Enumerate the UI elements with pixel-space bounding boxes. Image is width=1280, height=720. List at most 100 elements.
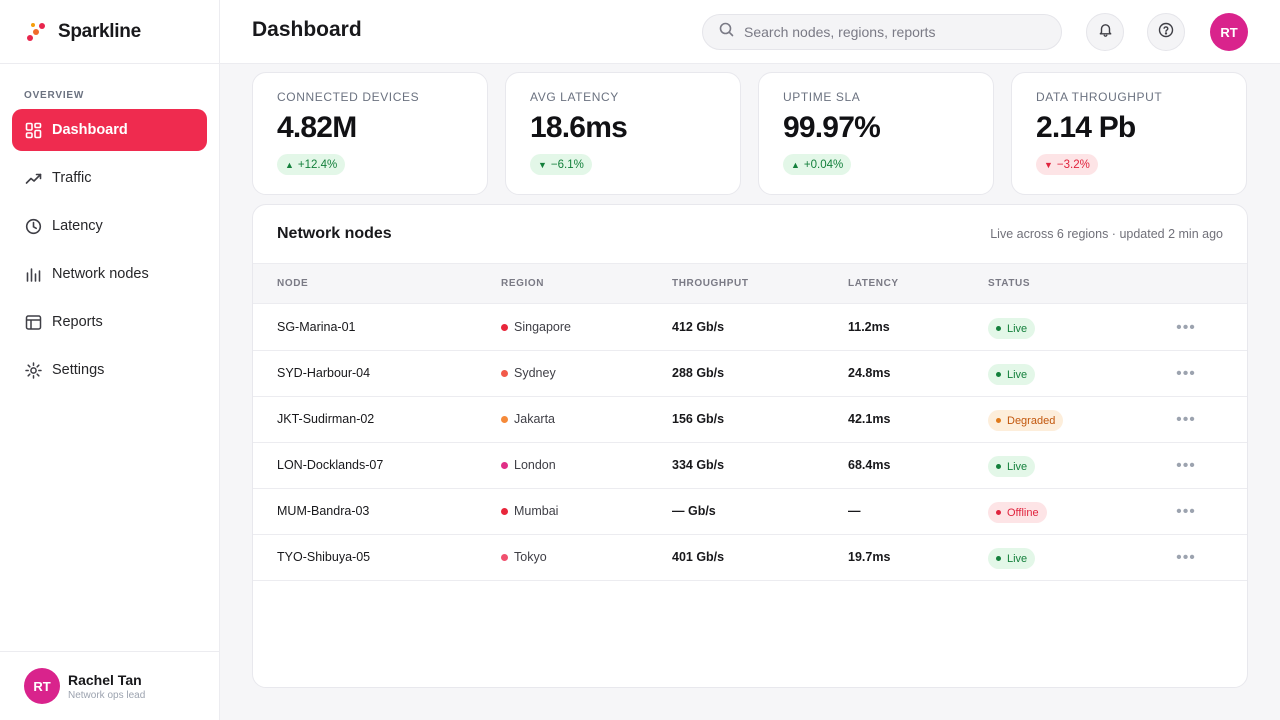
node-name: LON-Docklands-07: [277, 458, 384, 472]
kpi-card-data-throughput: DATA THROUGHPUT 2.14 Pb ▼ −3.2%: [1011, 72, 1247, 195]
table-title: Network nodes: [277, 225, 392, 242]
brand[interactable]: Sparkline: [0, 0, 219, 64]
more-options-icon[interactable]: •••: [1176, 411, 1196, 428]
sidebar-item-network-nodes[interactable]: Network nodes: [12, 253, 207, 295]
sidebar: Sparkline OVERVIEW Dashboard Traf: [0, 0, 220, 720]
avatar: RT: [24, 668, 60, 704]
table-row[interactable]: SYD-Harbour-04 Sydney 288 Gb/s 24.8ms Live ••…: [253, 351, 1247, 397]
arrow-up-icon: ▲: [791, 159, 800, 170]
status-label: Live: [1007, 322, 1028, 335]
kpi-value: 18.6ms: [530, 111, 628, 144]
region-dot-icon: [501, 461, 508, 469]
throughput-value: 288 Gb/s: [672, 366, 725, 380]
region-name: Mumbai: [514, 504, 559, 518]
region-name: Singapore: [514, 320, 571, 334]
status-label: Live: [1007, 552, 1028, 565]
notifications-button[interactable]: [1086, 13, 1124, 51]
region-dot-icon: [501, 323, 508, 331]
trend-line-icon: [24, 169, 42, 187]
region-name: Jakarta: [514, 412, 555, 426]
status-badge: Degraded: [988, 410, 1064, 431]
region-cell: Sydney: [501, 366, 556, 380]
region-cell: Mumbai: [501, 504, 558, 518]
kpi-delta-badge: ▲ +12.4%: [277, 154, 346, 175]
node-name: TYO-Shibuya-05: [277, 550, 371, 564]
status-badge: Live: [988, 364, 1036, 385]
status-badge: Live: [988, 548, 1036, 569]
column-header-throughput[interactable]: THROUGHPUT: [672, 278, 749, 289]
node-name: SYD-Harbour-04: [277, 366, 371, 380]
help-button[interactable]: [1147, 13, 1185, 51]
table-row[interactable]: SG-Marina-01 Singapore 412 Gb/s 11.2ms Live •…: [253, 305, 1247, 351]
table-row[interactable]: TYO-Shibuya-05 Tokyo 401 Gb/s 19.7ms Live •••: [253, 535, 1247, 581]
more-options-icon[interactable]: •••: [1176, 319, 1196, 336]
kpi-delta-value: +12.4%: [297, 158, 338, 171]
region-dot-icon: [501, 415, 508, 423]
column-header-status[interactable]: STATUS: [988, 278, 1031, 289]
latency-value: 68.4ms: [848, 458, 891, 472]
kpi-delta-badge: ▼ −3.2%: [1036, 154, 1098, 175]
sidebar-item-label: Settings: [52, 362, 105, 378]
throughput-value: 156 Gb/s: [672, 412, 725, 426]
more-options-icon[interactable]: •••: [1176, 549, 1196, 566]
bars-icon: [24, 265, 42, 283]
table-header: NODE REGION THROUGHPUT LATENCY STATUS: [253, 263, 1247, 304]
region-cell: Singapore: [501, 320, 571, 334]
column-header-latency[interactable]: LATENCY: [848, 278, 899, 289]
status-badge: Live: [988, 456, 1036, 477]
arrow-down-icon: ▼: [538, 159, 547, 170]
sidebar-item-label: Network nodes: [52, 266, 149, 282]
column-header-node[interactable]: NODE: [277, 278, 309, 289]
region-dot-icon: [501, 507, 508, 515]
sidebar-item-label: Dashboard: [52, 122, 128, 138]
search-icon: [719, 22, 734, 42]
sidebar-item-label: Traffic: [52, 170, 92, 186]
nav-section-label: OVERVIEW: [24, 90, 85, 101]
sidebar-user[interactable]: RT Rachel Tan Network ops lead: [0, 651, 219, 720]
kpi-card-avg-latency: AVG LATENCY 18.6ms ▼ −6.1%: [505, 72, 741, 195]
more-options-icon[interactable]: •••: [1176, 365, 1196, 382]
kpi-delta-badge: ▲ +0.04%: [783, 154, 852, 175]
status-label: Offline: [1007, 506, 1039, 519]
more-options-icon[interactable]: •••: [1176, 457, 1196, 474]
sidebar-item-latency[interactable]: Latency: [12, 205, 207, 247]
kpi-label: DATA THROUGHPUT: [1036, 90, 1163, 104]
status-dot-icon: [996, 464, 1001, 469]
search-box[interactable]: [702, 14, 1062, 50]
status-dot-icon: [996, 510, 1001, 515]
region-name: Sydney: [514, 366, 556, 380]
status-label: Live: [1007, 460, 1028, 473]
search-input[interactable]: [744, 24, 1044, 40]
gear-icon: [24, 361, 42, 379]
arrow-up-icon: ▲: [285, 159, 294, 170]
grid-icon: [24, 121, 42, 139]
status-dot-icon: [996, 326, 1001, 331]
top-header: Dashboard RT: [220, 0, 1280, 64]
kpi-label: AVG LATENCY: [530, 90, 619, 104]
node-name: MUM-Bandra-03: [277, 504, 370, 518]
sidebar-item-reports[interactable]: Reports: [12, 301, 207, 343]
clock-icon: [24, 217, 42, 235]
region-name: Tokyo: [514, 550, 547, 564]
table-row[interactable]: MUM-Bandra-03 Mumbai — Gb/s — Offline •••: [253, 489, 1247, 535]
column-header-region[interactable]: REGION: [501, 278, 545, 289]
region-cell: Tokyo: [501, 550, 547, 564]
status-label: Degraded: [1007, 414, 1056, 427]
status-badge: Live: [988, 318, 1036, 339]
table-subtitle: Live across 6 regions · updated 2 min ag…: [990, 227, 1223, 241]
sidebar-item-label: Latency: [52, 218, 103, 234]
sidebar-item-dashboard[interactable]: Dashboard: [12, 109, 207, 151]
sidebar-item-settings[interactable]: Settings: [12, 349, 207, 391]
sidebar-item-traffic[interactable]: Traffic: [12, 157, 207, 199]
header-avatar[interactable]: RT: [1210, 13, 1248, 51]
throughput-value: 401 Gb/s: [672, 550, 725, 564]
kpi-card-uptime-sla: UPTIME SLA 99.97% ▲ +0.04%: [758, 72, 994, 195]
latency-value: —: [848, 504, 861, 518]
table-row[interactable]: LON-Docklands-07 London 334 Gb/s 68.4ms Live…: [253, 443, 1247, 489]
more-options-icon[interactable]: •••: [1176, 503, 1196, 520]
kpi-delta-badge: ▼ −6.1%: [530, 154, 592, 175]
brand-name: Sparkline: [58, 20, 141, 42]
kpi-label: UPTIME SLA: [783, 90, 861, 104]
bell-icon: [1098, 22, 1113, 42]
table-row[interactable]: JKT-Sudirman-02 Jakarta 156 Gb/s 42.1ms Degr…: [253, 397, 1247, 443]
